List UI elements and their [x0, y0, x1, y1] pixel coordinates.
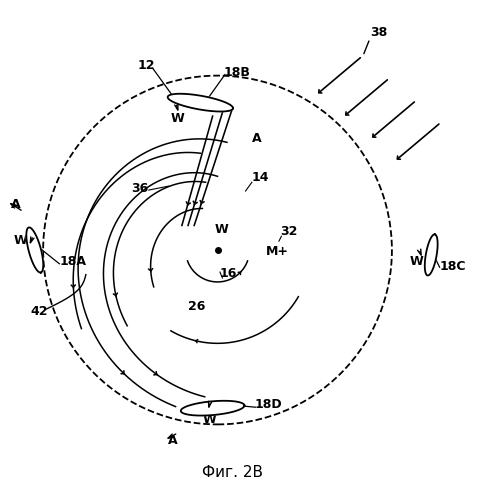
Text: 32: 32	[281, 226, 298, 238]
Polygon shape	[167, 94, 233, 112]
Text: M+: M+	[266, 245, 288, 258]
Text: Фиг. 2B: Фиг. 2B	[202, 465, 263, 480]
Text: W: W	[410, 254, 424, 268]
Text: 38: 38	[370, 26, 387, 39]
Text: 18B: 18B	[223, 66, 250, 78]
Text: 16: 16	[220, 267, 237, 280]
Text: 12: 12	[138, 59, 156, 72]
Text: 18C: 18C	[440, 260, 466, 272]
Text: A: A	[168, 434, 178, 447]
Text: 18D: 18D	[254, 398, 282, 411]
Polygon shape	[425, 234, 438, 276]
Polygon shape	[181, 401, 245, 415]
Polygon shape	[26, 228, 43, 272]
Text: A: A	[11, 198, 21, 211]
Text: W: W	[14, 234, 28, 247]
Text: W: W	[215, 223, 229, 236]
Text: W: W	[171, 112, 185, 126]
Text: A: A	[252, 132, 261, 145]
Text: 14: 14	[252, 171, 269, 184]
Text: 26: 26	[188, 300, 206, 313]
Text: W: W	[203, 413, 216, 426]
Text: 42: 42	[31, 305, 48, 318]
Text: 18A: 18A	[59, 254, 86, 268]
Text: 36: 36	[131, 182, 149, 195]
